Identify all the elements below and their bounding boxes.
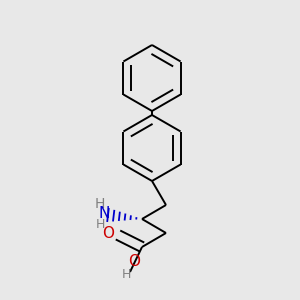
Text: H: H xyxy=(121,268,131,281)
Text: N: N xyxy=(98,206,110,221)
Text: O: O xyxy=(128,254,140,269)
Text: O: O xyxy=(102,226,114,241)
Text: H: H xyxy=(95,197,105,211)
Text: H: H xyxy=(95,218,105,232)
